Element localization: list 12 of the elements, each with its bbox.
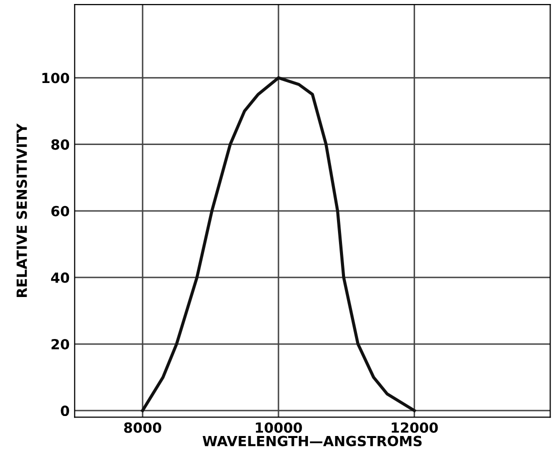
x-tick-label: 10000 [256,422,302,433]
y-tick-label: 100 [42,72,70,84]
y-tick-label: 80 [51,139,70,150]
y-axis-title: RELATIVE SENSITIVITY [16,123,27,298]
y-tick-label: 40 [51,272,70,283]
x-axis-title: WAVELENGTH—ANGSTROMS [202,436,422,446]
x-tick-label: 12000 [392,422,438,433]
line-series [141,76,416,412]
x-tick-label: 8000 [124,422,162,433]
y-tick-label: 20 [52,338,70,350]
y-tick-label: 0 [60,406,70,416]
y-tick-label: 60 [51,206,70,216]
